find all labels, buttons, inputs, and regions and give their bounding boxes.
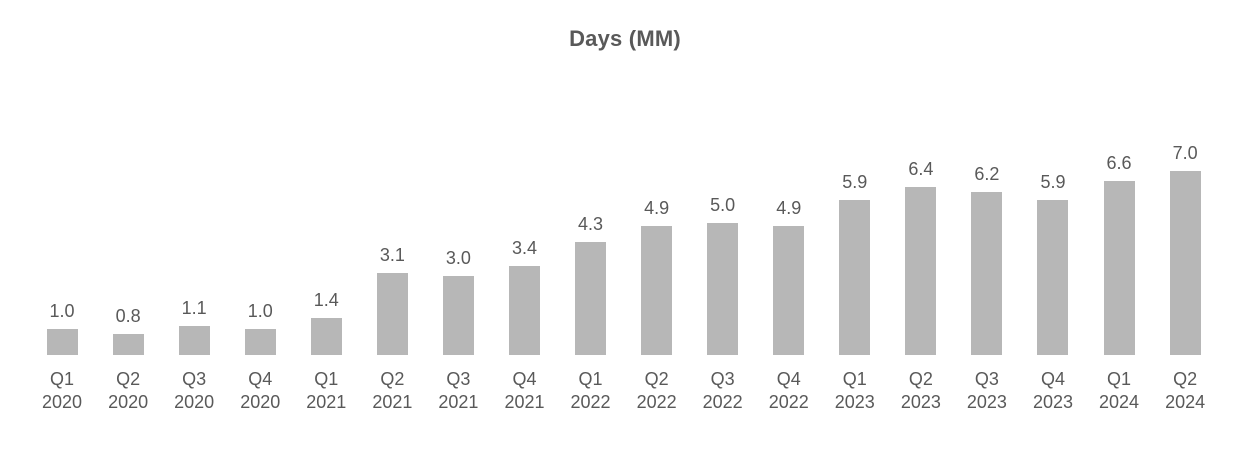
bar-value-label: 5.0 — [710, 195, 736, 215]
bar-column: 6.6 Q1 2024 — [1086, 153, 1152, 414]
category-label: Q2 2023 — [900, 369, 941, 412]
bar-value-label: 7.0 — [1172, 143, 1198, 163]
category-label: Q1 2021 — [306, 369, 347, 412]
bar-column: 5.9 Q1 2023 — [822, 172, 888, 414]
bar — [1037, 200, 1069, 355]
category-label: Q1 2024 — [1099, 369, 1140, 412]
bar-value-label: 1.4 — [313, 290, 339, 310]
category-label: Q3 2023 — [966, 369, 1007, 412]
bar-value-label: 6.4 — [908, 159, 934, 179]
bar-column: 1.4 Q1 2021 — [293, 290, 359, 414]
category-label: Q3 2022 — [702, 369, 743, 412]
bar — [178, 326, 210, 355]
bar-value-label: 3.4 — [511, 238, 537, 258]
bar — [641, 226, 673, 355]
bar-value-label: 6.6 — [1106, 153, 1132, 173]
bar — [244, 329, 276, 355]
bar — [1103, 181, 1135, 355]
category-label: Q4 2021 — [504, 369, 545, 412]
bar-value-label: 3.0 — [445, 248, 471, 268]
bar — [46, 329, 78, 355]
bar — [905, 187, 937, 355]
bar-value-label: 4.9 — [644, 198, 670, 218]
bar-value-label: 1.0 — [49, 301, 75, 321]
category-label: Q2 2021 — [372, 369, 413, 412]
category-label: Q2 2020 — [108, 369, 149, 412]
chart-title: Days (MM) — [569, 26, 681, 51]
bar-column: 3.0 Q3 2021 — [425, 248, 491, 414]
bar-value-label: 3.1 — [379, 245, 405, 265]
bar-column: 1.1 Q3 2020 — [161, 298, 227, 414]
bar-column: 1.0 Q4 2020 — [227, 301, 293, 414]
bar-column: 1.0 Q1 2020 — [29, 301, 95, 414]
category-label: Q4 2023 — [1032, 369, 1073, 412]
bar-value-label: 6.2 — [974, 164, 1000, 184]
bar-value-label: 5.9 — [1040, 172, 1066, 192]
bar-column: 3.1 Q2 2021 — [359, 245, 425, 414]
bar-value-label: 5.9 — [842, 172, 868, 192]
bar-value-label: 4.3 — [578, 214, 604, 234]
bar-column: 3.4 Q4 2021 — [491, 238, 557, 414]
category-label: Q4 2022 — [768, 369, 809, 412]
category-label: Q1 2022 — [570, 369, 611, 412]
category-label: Q3 2021 — [438, 369, 479, 412]
chart-plot-area: 1.0 Q1 2020 0.8 Q2 2020 1.1 Q3 2020 1.0 Q4 2020… — [29, 143, 1218, 414]
bar-value-label: 1.1 — [181, 298, 207, 318]
bar — [707, 223, 739, 355]
bar-column: 5.0 Q3 2022 — [690, 195, 756, 414]
category-label: Q2 2024 — [1165, 369, 1206, 412]
bar-column: 4.3 Q1 2022 — [558, 214, 624, 414]
category-label: Q3 2020 — [174, 369, 215, 412]
bar — [773, 226, 805, 355]
bar — [839, 200, 871, 355]
bar-column: 5.9 Q4 2023 — [1020, 172, 1086, 414]
bar-column: 4.9 Q2 2022 — [624, 198, 690, 414]
bar-value-label: 1.0 — [247, 301, 273, 321]
bar — [508, 266, 540, 355]
bar — [575, 242, 607, 355]
category-label: Q4 2020 — [240, 369, 281, 412]
bar-column: 6.2 Q3 2023 — [954, 164, 1020, 414]
category-label: Q2 2022 — [636, 369, 677, 412]
bar — [1169, 171, 1201, 355]
bar-value-label: 4.9 — [776, 198, 802, 218]
bar-column: 6.4 Q2 2023 — [888, 159, 954, 414]
bar — [971, 192, 1003, 355]
bar-value-label: 0.8 — [115, 306, 141, 326]
category-label: Q1 2023 — [834, 369, 875, 412]
bar-column: 0.8 Q2 2020 — [95, 306, 161, 414]
bar — [112, 334, 144, 355]
bar — [310, 318, 342, 355]
category-label: Q1 2020 — [42, 369, 83, 412]
bar — [442, 276, 474, 355]
bar — [376, 273, 408, 355]
bar-column: 7.0 Q2 2024 — [1152, 143, 1218, 414]
bar-column: 4.9 Q4 2022 — [756, 198, 822, 414]
